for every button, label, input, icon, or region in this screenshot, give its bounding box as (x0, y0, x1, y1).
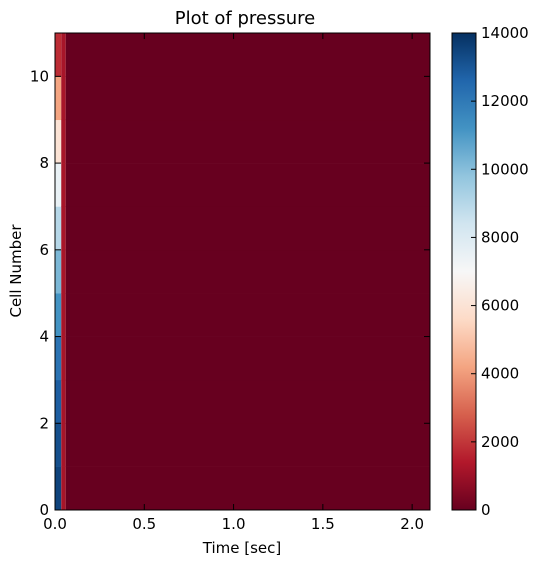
x-axis-label: Time [sec] (202, 539, 281, 557)
heatmap-cell (55, 206, 62, 251)
heatmap-cell (55, 336, 62, 381)
heatmap-cell (65, 293, 430, 337)
colorbar (451, 32, 477, 511)
heatmap-cell (65, 336, 430, 381)
heatmap-cell (55, 379, 62, 424)
y-tick-label: 2 (39, 414, 49, 432)
heatmap-cell (65, 119, 430, 164)
y-axis-ticks: 0 2 4 6 8 10 (30, 67, 430, 519)
heatmap-cell (61, 163, 66, 207)
heatmap-cell (65, 423, 430, 467)
heatmap-cell (55, 293, 62, 337)
heatmap-cell (61, 379, 66, 424)
x-tick-label: 0.0 (43, 515, 67, 533)
colorbar-tick-label: 6000 (481, 297, 519, 315)
heatmap-cells (55, 33, 430, 511)
heatmap-cell (55, 423, 62, 467)
plot-frame (54, 32, 431, 511)
heatmap-cell (61, 249, 66, 294)
heatmap-cell (55, 76, 62, 121)
y-tick-label: 0 (39, 501, 49, 519)
heatmap-cell (65, 466, 430, 511)
heatmap-cell (61, 336, 66, 381)
heatmap-cell (61, 293, 66, 337)
colorbar-tick-label: 0 (481, 501, 491, 519)
x-tick-label: 2.0 (400, 515, 424, 533)
x-axis-ticks: 0.0 0.5 1.0 1.5 2.0 (43, 33, 424, 533)
x-tick-label: 1.0 (222, 515, 246, 533)
chart-title: Plot of pressure (175, 8, 315, 29)
heatmap-cell (55, 119, 62, 164)
heatmap-cell (65, 163, 430, 207)
colorbar-tick-label: 8000 (481, 228, 519, 246)
y-axis-label: Cell Number (7, 224, 25, 318)
colorbar-tick-label: 4000 (481, 365, 519, 383)
heatmap-cell (61, 76, 66, 121)
heatmap-cell (61, 466, 66, 511)
colorbar-tick-label: 12000 (481, 92, 529, 110)
colorbar-tick-label: 10000 (481, 160, 529, 178)
x-tick-label: 1.5 (311, 515, 335, 533)
heatmap-cell (55, 249, 62, 294)
heatmap-cell (55, 163, 62, 207)
colorbar-tick-label: 2000 (481, 433, 519, 451)
heatmap-cell (61, 423, 66, 467)
colorbar-tick-label: 14000 (481, 24, 529, 42)
x-tick-label: 0.5 (132, 515, 156, 533)
heatmap-cell (55, 466, 62, 511)
colorbar-ticks: 0 2000 4000 6000 8000 10000 12000 14000 (471, 24, 529, 519)
heatmap-cell (65, 379, 430, 424)
y-tick-label: 10 (30, 67, 49, 85)
heatmap-cell (65, 76, 430, 121)
y-tick-label: 4 (39, 328, 49, 346)
heatmap-cell (61, 33, 66, 77)
heatmap-cell (61, 119, 66, 164)
y-tick-label: 6 (39, 241, 49, 259)
y-tick-label: 8 (39, 154, 49, 172)
heatmap-cell (65, 206, 430, 251)
heatmap-cell (61, 206, 66, 251)
heatmap-cell (65, 249, 430, 294)
heatmap-cell (55, 33, 62, 77)
heatmap-cell (65, 33, 430, 77)
